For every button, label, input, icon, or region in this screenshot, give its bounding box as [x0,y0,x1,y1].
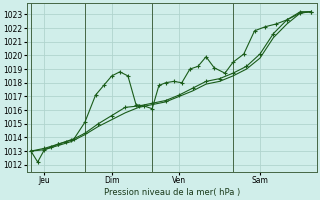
X-axis label: Pression niveau de la mer( hPa ): Pression niveau de la mer( hPa ) [104,188,240,197]
